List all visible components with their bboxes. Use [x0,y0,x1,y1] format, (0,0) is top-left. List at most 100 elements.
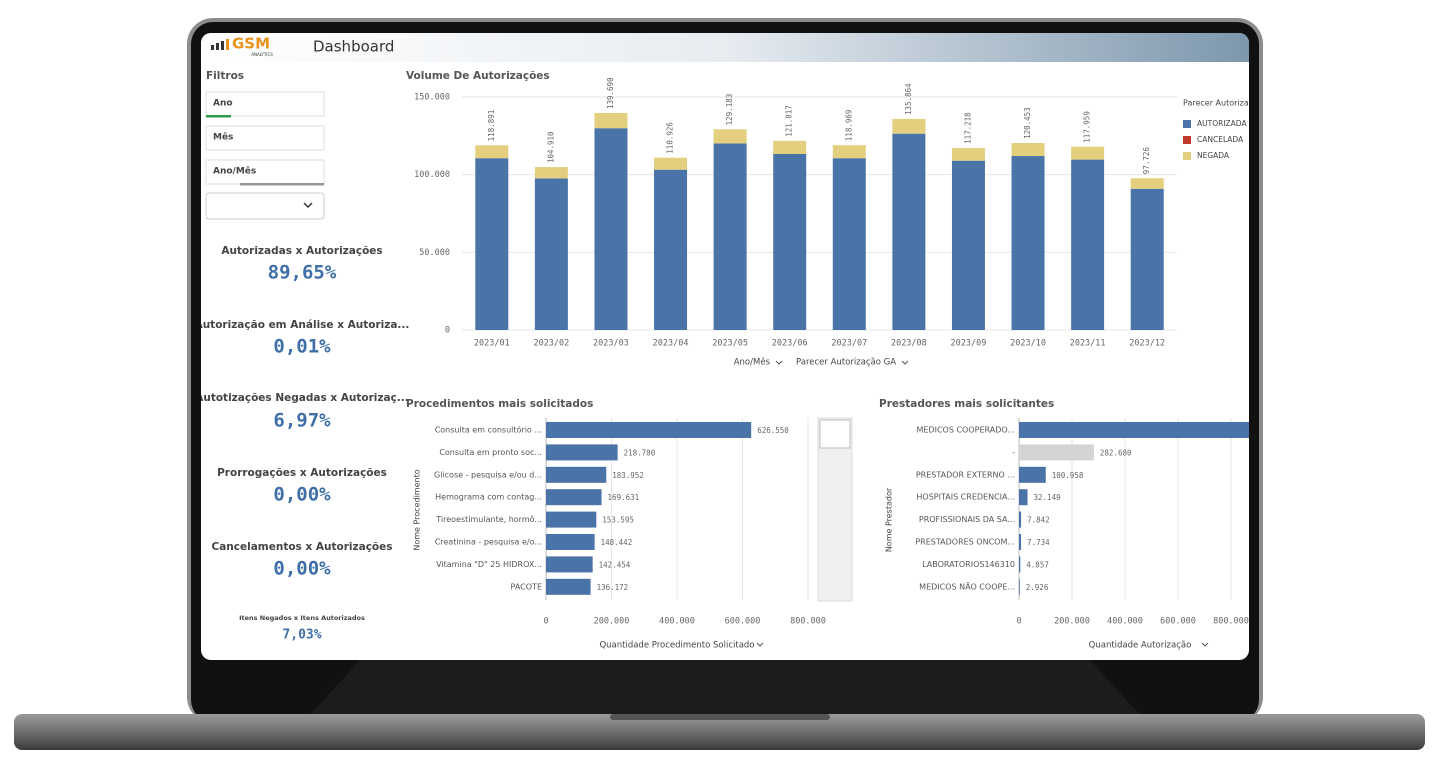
y-tick-label: 0 [445,326,450,336]
kpi-label: Autorizadas x Autorizações [221,245,382,257]
bar [1019,466,1046,483]
bar [546,556,593,573]
y-axis-label[interactable]: Nome Prestador [885,487,894,552]
bar [1019,556,1021,573]
x-tick-label: 200.000 [1054,617,1090,627]
chart-title: Volume De Autorizações [406,70,550,82]
category-label: PRESTADORES ONCOM... [915,538,1015,547]
legend-title: Parecer Autoriza [1183,99,1249,108]
value-label: 148.442 [601,538,633,547]
x-tick-label: 2023/09 [951,339,987,349]
filter-indicator [206,115,231,118]
bar [546,422,752,438]
y-tick-label: 50.000 [419,248,450,258]
chevron[interactable] [901,360,909,365]
bar-segment [594,112,628,129]
value-label: 183.952 [612,471,644,480]
x-tick-label: 800.000 [790,617,826,627]
filter-box[interactable] [205,125,325,151]
scroll-thumb[interactable] [819,419,851,449]
filter-box[interactable] [205,159,325,185]
kpi-value: 6,97% [273,410,331,432]
x-axis-label[interactable]: Quantidade Procedimento Solicitado [599,641,754,651]
x-tick-label: 2023/11 [1070,339,1106,349]
x-tick-label: 2023/04 [653,339,689,349]
category-label: MEDICOS COOPERADO... [916,426,1015,435]
filter-indicator [240,183,324,186]
category-label: Glicose - pesquisa e/ou d... [434,470,542,479]
dimension-label[interactable]: Parecer Autorização GA [796,358,896,368]
total-label: 118.891 [487,110,496,142]
value-label: 169.631 [608,493,640,502]
x-tick-label: 2023/03 [593,339,629,349]
bar-segment [951,160,985,330]
kpi-value: 0,01% [273,336,331,358]
x-tick-label: 2023/12 [1129,339,1165,349]
bar-segment [475,145,509,159]
screen: GSM ANALYTICS Dashboard Filtros Ano Mês … [201,33,1249,660]
filters-title: Filtros [206,70,244,82]
y-tick-label: 150.000 [414,93,450,103]
category-label: Consulta em consultório ... [435,425,542,435]
bar-segment [654,169,688,330]
logo: GSM ANALYTICS [211,35,273,57]
category-label: PACOTE [511,582,542,591]
plots: 0 50.000 100.000 150.000 2023/01 118.891 2023/… [414,77,1249,627]
kpi-label: Itens Negados x Itens Autorizados [239,614,365,622]
dropdown-chevron[interactable] [303,202,313,209]
y-tick-label: 100.000 [414,170,450,180]
category-label: - [1012,448,1015,457]
base [14,714,1425,750]
bar [546,578,591,595]
filter-box[interactable] [205,91,325,117]
bar-segment [1071,159,1105,330]
kpi-value: 89,65% [268,262,337,284]
value-label: 136.172 [597,583,629,592]
bar [1019,534,1022,550]
bar [546,489,602,506]
header-bar [201,33,1249,62]
kpi-value: 7,03% [282,628,321,643]
total-label: 110.926 [666,122,675,154]
filter-label[interactable]: Ano [213,99,233,109]
logo-text: GSM [232,35,270,53]
bar-segment [1071,146,1105,160]
legend-label: CANCELADA [1197,135,1244,144]
chevron[interactable] [756,642,764,647]
dropdown[interactable] [205,192,325,220]
value-label: 282.680 [1100,448,1132,457]
category-label: PRESTADOR EXTERNO ... [916,470,1015,479]
x-tick-label: 2023/08 [891,339,927,349]
keyboard [310,660,1140,715]
category-label: MEDICOS NÃO COOPE... [919,581,1015,591]
bar [1019,578,1020,595]
chart-title: Procedimentos mais solicitados [406,398,593,410]
notch [610,714,830,720]
value-label: 100.958 [1052,471,1084,480]
bar-segment [713,129,747,144]
category-label: Creatinina - pesquisa e/o... [435,538,542,547]
total-label: 97.726 [1142,147,1151,175]
legend-swatch [1183,136,1191,144]
value-label: 626.550 [757,426,789,435]
bar-segment [892,133,926,330]
value-label: 32.149 [1034,493,1061,502]
y-axis-label[interactable]: Nome Procedimento [413,469,422,550]
bar-segment [1130,178,1164,189]
bar [1019,511,1022,528]
filter-label[interactable]: Mês [213,132,233,143]
x-axis-label[interactable]: Ano/Mês [734,357,771,368]
chevron[interactable] [1201,642,1209,647]
total-label: 117.218 [963,112,972,144]
filter-label[interactable]: Ano/Mês [213,166,256,177]
legend-label: AUTORIZADA [1197,119,1247,128]
x-axis-label[interactable]: Quantidade Autorização [1089,641,1192,651]
legend-swatch [1183,152,1191,160]
x-tick-label: 400.000 [1107,617,1143,627]
chevron[interactable] [775,360,783,365]
logo-icon [211,45,214,50]
category-label: LABORATORIOS146310 [922,560,1015,569]
value-label: 7.842 [1027,516,1050,525]
page-title: Dashboard [313,38,394,56]
x-tick-label: 200.000 [594,617,630,627]
